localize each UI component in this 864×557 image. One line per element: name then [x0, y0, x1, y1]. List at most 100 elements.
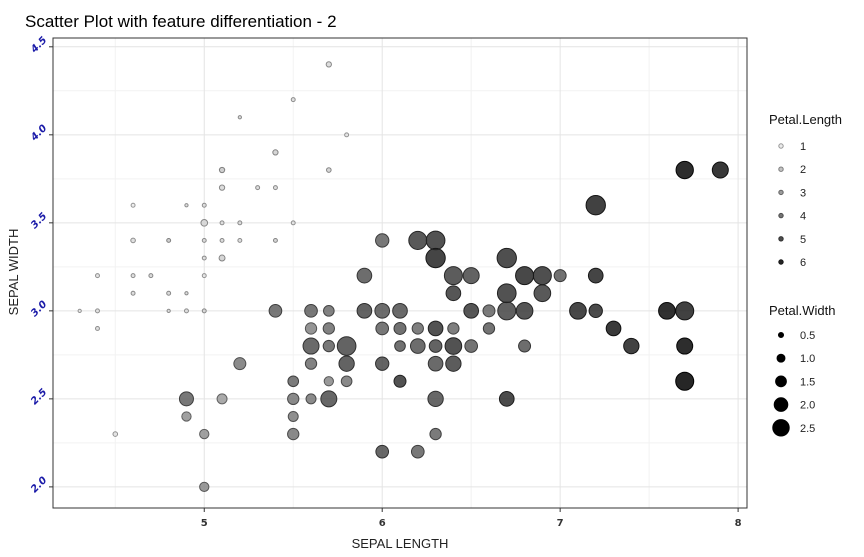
scatter-point	[199, 428, 210, 440]
scatter-point	[112, 431, 119, 437]
scatter-point	[356, 267, 373, 284]
petal-width-legend-key	[773, 397, 789, 412]
petal-length-legend-key	[778, 212, 784, 219]
scatter-point	[322, 322, 335, 335]
scatter-point	[443, 266, 463, 286]
scatter-point	[302, 337, 320, 355]
scatter-point	[675, 301, 695, 321]
scatter-point	[375, 356, 390, 371]
scatter-point	[569, 302, 587, 320]
scatter-point	[518, 339, 532, 353]
plot-panel-border	[52, 37, 748, 509]
y-tick-label: 3.0	[29, 299, 49, 319]
scatter-point	[287, 427, 300, 441]
scatter-point	[427, 355, 444, 372]
petal-width-legend-label: 1.5	[800, 376, 815, 388]
scatter-point	[588, 303, 603, 319]
scatter-point	[130, 273, 136, 279]
scatter-point	[533, 284, 552, 303]
scatter-point	[675, 371, 695, 391]
scatter-point	[287, 375, 300, 388]
scatter-point	[392, 303, 408, 319]
petal-length-legend-key	[778, 259, 784, 265]
y-tick-label: 2.0	[29, 475, 49, 495]
scatter-point	[675, 160, 694, 180]
scatter-point	[425, 230, 446, 251]
scatter-point	[199, 481, 210, 493]
petal-length-legend-label: 1	[800, 141, 806, 153]
petal-length-legend-label: 6	[800, 257, 806, 269]
scatter-point	[408, 230, 428, 250]
scatter-point	[375, 233, 390, 248]
scatter-point	[218, 184, 226, 191]
petal-length-legend: Petal.Length 1 2 3 4 5 6	[769, 112, 842, 269]
scatter-point	[201, 237, 207, 243]
scatter-point	[338, 355, 355, 372]
scatter-point	[184, 203, 189, 208]
scatter-point	[305, 393, 317, 405]
scatter-point	[585, 195, 606, 216]
scatter-point	[374, 303, 391, 319]
data-points	[77, 61, 729, 493]
scatter-point	[219, 237, 225, 243]
scatter-point	[336, 336, 357, 356]
scatter-point	[427, 390, 444, 408]
scatter-point	[181, 411, 192, 422]
scatter-point	[496, 283, 517, 304]
scatter-point	[201, 255, 207, 261]
y-tick-label: 2.5	[29, 387, 49, 407]
scatter-point	[95, 273, 100, 279]
scatter-point	[409, 338, 426, 354]
scatter-point	[445, 355, 462, 372]
scatter-point	[553, 269, 567, 283]
scatter-point	[498, 391, 515, 407]
scatter-point	[237, 220, 243, 226]
petal-width-legend-label: 2.5	[800, 423, 815, 435]
scatter-point	[496, 247, 517, 269]
scatter-point	[482, 322, 496, 335]
scatter-point	[323, 376, 334, 387]
scatter-point	[429, 427, 442, 441]
petal-length-legend-key	[778, 143, 784, 149]
petal-length-legend-label: 2	[800, 164, 806, 176]
scatter-point	[676, 337, 694, 355]
x-tick-label: 7	[557, 518, 564, 529]
scatter-point	[482, 304, 496, 318]
x-tick-label: 5	[201, 518, 208, 529]
scatter-point	[623, 337, 640, 355]
scatter-point	[394, 340, 406, 352]
scatter-point	[375, 321, 390, 336]
scatter-point	[445, 285, 462, 302]
scatter-point	[201, 273, 207, 279]
scatter-point	[95, 325, 100, 331]
scatter-point	[463, 303, 480, 319]
scatter-point	[237, 237, 243, 243]
scatter-point	[428, 339, 443, 353]
petal-width-legend-key	[775, 375, 787, 388]
scatter-point	[393, 321, 407, 335]
scatter-point	[166, 290, 172, 296]
x-axis-title: SEPAL LENGTH	[352, 536, 449, 551]
scatter-point	[178, 391, 194, 407]
petal-width-legend-label: 2.0	[800, 400, 815, 412]
petal-width-legend-key	[772, 419, 790, 437]
y-axis-ticks: 2.0 2.5 3.0 3.5 4.0 4.5	[28, 35, 53, 495]
x-tick-label: 6	[379, 518, 386, 529]
petal-width-legend-key	[776, 353, 786, 363]
scatter-point	[711, 161, 729, 179]
scatter-point	[290, 220, 296, 226]
scatter-point	[323, 305, 335, 317]
scatter-point	[183, 308, 189, 314]
scatter-point	[325, 61, 332, 68]
scatter-point	[237, 115, 242, 120]
scatter-point	[515, 302, 534, 320]
scatter-point	[219, 220, 225, 226]
scatter-point	[255, 185, 261, 191]
scatter-point	[184, 291, 189, 296]
scatter-point	[444, 337, 463, 355]
chart-title: Scatter Plot with feature differentiatio…	[25, 12, 337, 31]
petal-length-legend-key	[778, 236, 784, 242]
petal-length-legend-key	[778, 189, 784, 196]
scatter-point	[216, 393, 228, 405]
y-tick-label: 4.5	[28, 35, 49, 56]
